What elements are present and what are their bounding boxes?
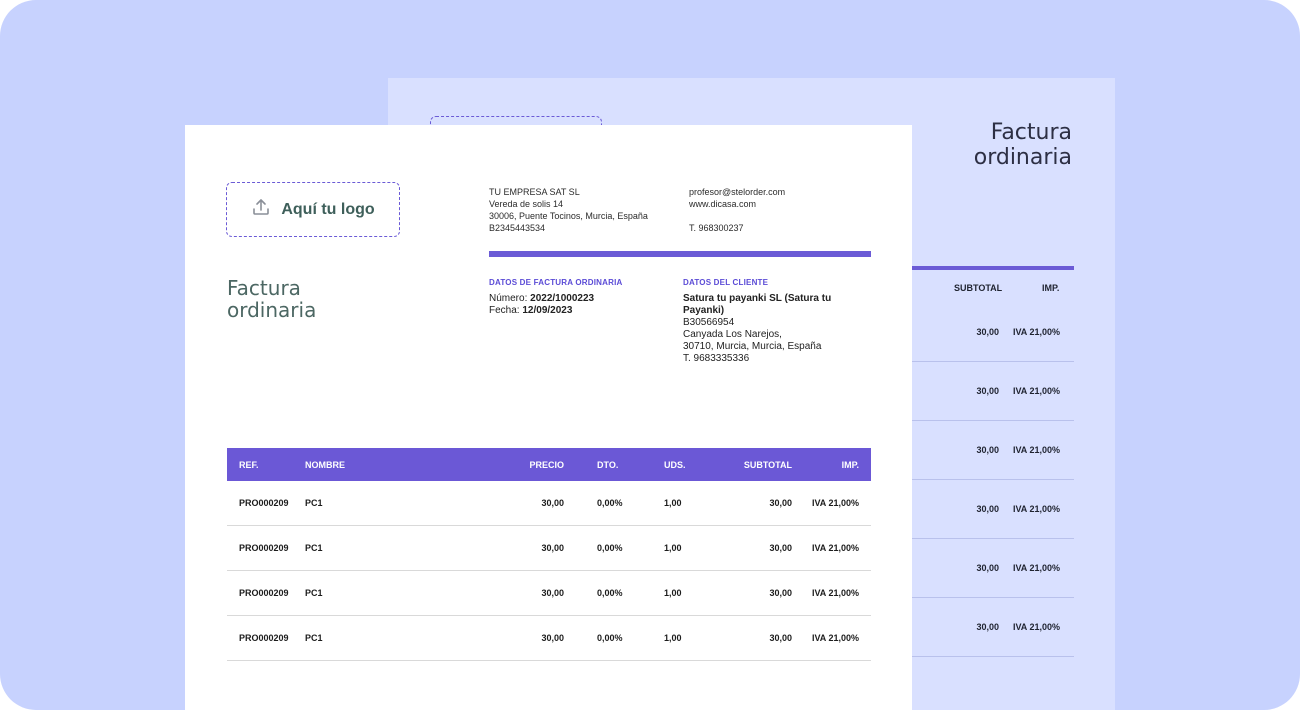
invoice-data: Número: 2022/1000223 Fecha: 12/09/2023: [489, 293, 594, 317]
client-data-label: DATOS DEL CLIENTE: [683, 278, 769, 287]
cell-uds: 1,00: [664, 543, 682, 553]
invoice-sheet: Aquí tu logo TU EMPRESA SAT SL Vereda de…: [185, 125, 912, 710]
cell-ref: PRO000209: [239, 498, 289, 508]
client-street: Canyada Los Narejos,: [683, 329, 782, 340]
cell-precio: 30,00: [541, 543, 564, 553]
company-city: 30006, Puente Tocinos, Murcia, España: [489, 211, 648, 221]
back-table-row: 30,00 IVA 21,00%: [910, 421, 1074, 480]
client-tax-id: B30566954: [683, 317, 735, 328]
cell-ref: PRO000209: [239, 633, 289, 643]
invoice-data-label: DATOS DE FACTURA ORDINARIA: [489, 278, 623, 287]
cell-imp: IVA 21,00%: [811, 633, 859, 643]
column-dto: DTO.: [597, 460, 619, 470]
back-row-subtotal: 30,00: [976, 327, 999, 337]
column-precio: PRECIO: [529, 460, 564, 470]
cell-subtotal: 30,00: [769, 633, 792, 643]
company-tax-id: B2345443534: [489, 223, 546, 233]
cell-imp: IVA 21,00%: [811, 543, 859, 553]
client-city: 30710, Murcia, Murcia, España: [683, 341, 822, 352]
cell-nombre: PC1: [305, 498, 323, 508]
table-row: PRO000209 PC1 30,00 0,00% 1,00 30,00 IVA…: [227, 571, 871, 616]
accent-bar: [489, 251, 871, 257]
invoice-title: Factura ordinaria: [227, 276, 317, 322]
cell-subtotal: 30,00: [769, 588, 792, 598]
logo-upload-placeholder[interactable]: Aquí tu logo: [226, 182, 400, 237]
table-row: PRO000209 PC1 30,00 0,00% 1,00 30,00 IVA…: [227, 481, 871, 526]
column-uds: UDS.: [664, 460, 686, 470]
back-row-subtotal: 30,00: [976, 504, 999, 514]
back-row-subtotal: 30,00: [976, 445, 999, 455]
table-row: PRO000209 PC1 30,00 0,00% 1,00 30,00 IVA…: [227, 526, 871, 571]
client-name: Satura tu payanki SL (Satura tu Payanki): [683, 293, 832, 316]
company-name: TU EMPRESA SAT SL: [489, 187, 580, 197]
back-row-subtotal: 30,00: [976, 563, 999, 573]
cell-ref: PRO000209: [239, 588, 289, 598]
back-row-imp: IVA 21,00%: [1012, 327, 1060, 337]
upload-icon: [251, 197, 271, 222]
company-street: Vereda de solis 14: [489, 199, 564, 209]
client-phone: T. 9683335336: [683, 353, 750, 364]
back-row-imp: IVA 21,00%: [1012, 622, 1060, 632]
company-contact: profesor@stelorder.com www.dicasa.com T.…: [689, 186, 785, 234]
logo-placeholder-label: Aquí tu logo: [281, 200, 375, 218]
invoice-number-label: Número:: [489, 293, 528, 304]
cell-precio: 30,00: [541, 498, 564, 508]
cell-uds: 1,00: [664, 498, 682, 508]
back-table-row: 30,00 IVA 21,00%: [910, 362, 1074, 421]
cell-subtotal: 30,00: [769, 543, 792, 553]
cell-dto: 0,00%: [597, 588, 623, 598]
column-subtotal: SUBTOTAL: [743, 460, 792, 470]
invoice-date: 12/09/2023: [522, 305, 573, 316]
invoice-date-label: Fecha:: [489, 305, 520, 316]
back-table-row: 30,00 IVA 21,00%: [910, 539, 1074, 598]
cell-nombre: PC1: [305, 588, 323, 598]
cell-subtotal: 30,00: [769, 498, 792, 508]
back-row-subtotal: 30,00: [976, 622, 999, 632]
cell-uds: 1,00: [664, 633, 682, 643]
back-row-imp: IVA 21,00%: [1012, 386, 1060, 396]
client-info: Satura tu payanki SL (Satura tu Payanki)…: [683, 293, 843, 365]
cell-dto: 0,00%: [597, 543, 623, 553]
back-table-row: 30,00 IVA 21,00%: [910, 303, 1074, 362]
column-imp: IMP.: [841, 460, 859, 470]
contact-web: www.dicasa.com: [689, 199, 757, 209]
column-ref: REF.: [239, 460, 259, 470]
back-row-imp: IVA 21,00%: [1012, 563, 1060, 573]
back-row-imp: IVA 21,00%: [1012, 504, 1060, 514]
cell-dto: 0,00%: [597, 498, 623, 508]
contact-phone: T. 968300237: [689, 223, 744, 233]
cell-imp: IVA 21,00%: [811, 498, 859, 508]
cell-imp: IVA 21,00%: [811, 588, 859, 598]
cell-ref: PRO000209: [239, 543, 289, 553]
back-row-imp: IVA 21,00%: [1012, 445, 1060, 455]
cell-dto: 0,00%: [597, 633, 623, 643]
cell-nombre: PC1: [305, 633, 323, 643]
cell-nombre: PC1: [305, 543, 323, 553]
back-column-imp: IMP.: [1042, 283, 1060, 293]
back-table-row: 30,00 IVA 21,00%: [910, 480, 1074, 539]
cell-precio: 30,00: [541, 633, 564, 643]
cell-uds: 1,00: [664, 588, 682, 598]
back-table-row: 30,00 IVA 21,00%: [910, 598, 1074, 657]
table-row: PRO000209 PC1 30,00 0,00% 1,00 30,00 IVA…: [227, 616, 871, 661]
back-row-subtotal: 30,00: [976, 386, 999, 396]
column-nombre: NOMBRE: [305, 460, 345, 470]
items-table-header: REF. NOMBRE PRECIO DTO. UDS. SUBTOTAL IM…: [227, 448, 871, 481]
back-column-subtotal: SUBTOTAL: [954, 283, 1003, 293]
company-info: TU EMPRESA SAT SL Vereda de solis 14 300…: [489, 186, 648, 234]
back-invoice-title: Factura ordinaria: [973, 120, 1072, 170]
contact-email: profesor@stelorder.com: [689, 187, 786, 197]
invoice-number: 2022/1000223: [530, 293, 595, 304]
cell-precio: 30,00: [541, 588, 564, 598]
back-accent-bar: [888, 266, 1074, 270]
